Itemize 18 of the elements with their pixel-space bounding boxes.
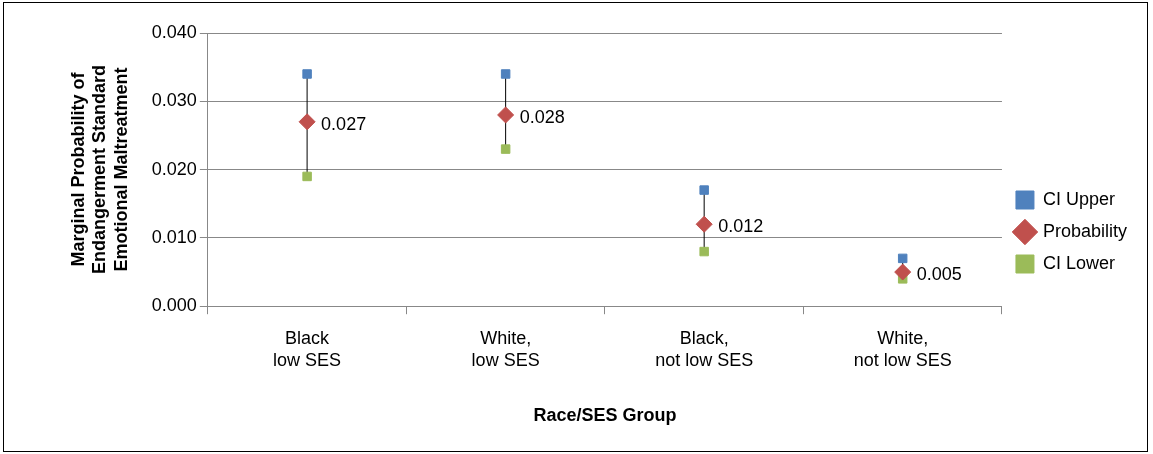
data-label: 0.027 xyxy=(321,113,367,134)
y-tick-label: 0.040 xyxy=(151,21,197,42)
legend-label: Probability xyxy=(1042,220,1128,241)
x-axis-title: Race/SES Group xyxy=(533,405,677,426)
y-tick-label: 0.030 xyxy=(151,90,197,111)
x-tick-label: Black, not low SES xyxy=(655,327,754,370)
y-axis-title: Marginal Probability of Endangerment Standard Emotional Maltreatment xyxy=(67,65,131,275)
data-label: 0.012 xyxy=(718,216,764,237)
x-tick-label: White, not low SES xyxy=(853,327,952,370)
y-tick-label: 0.000 xyxy=(151,295,197,316)
data-label: 0.028 xyxy=(519,106,565,127)
x-tick-label: White, low SES xyxy=(471,327,540,370)
x-tick-label: Black low SES xyxy=(273,327,342,370)
y-tick-label: 0.020 xyxy=(151,158,197,179)
legend-label: CI Lower xyxy=(1042,252,1115,273)
data-label: 0.005 xyxy=(916,264,962,285)
legend-label: CI Upper xyxy=(1042,188,1115,209)
y-tick-label: 0.010 xyxy=(151,226,197,247)
